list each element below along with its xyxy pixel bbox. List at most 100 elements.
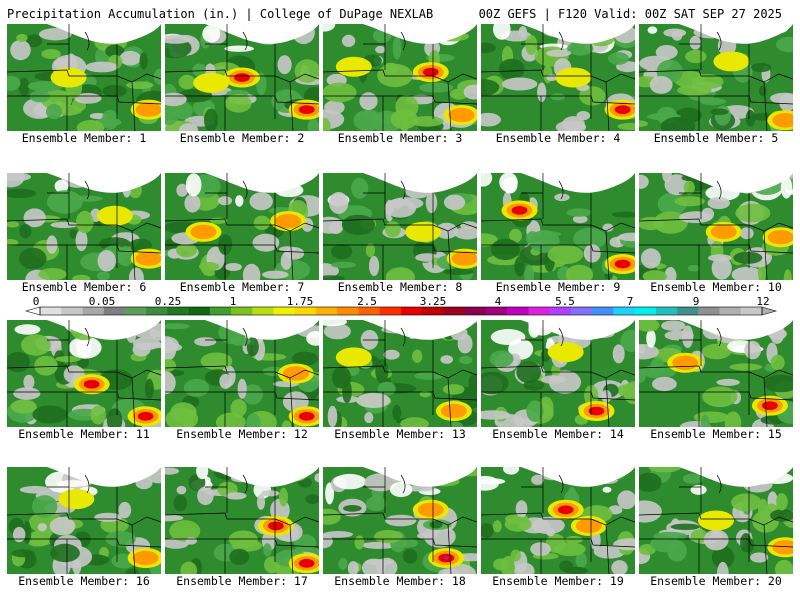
ensemble-member-panel: Ensemble Member: 3 <box>323 24 477 145</box>
precip-contour <box>502 77 538 91</box>
precip-contour <box>323 275 345 280</box>
precip-contour <box>700 414 710 427</box>
precip-contour <box>10 399 37 414</box>
precip-contour <box>525 35 538 55</box>
state-border <box>242 31 248 51</box>
precip-contour <box>565 264 594 280</box>
heavy-precip-area <box>713 51 750 72</box>
precip-contour <box>307 118 319 131</box>
precip-contour <box>341 34 356 47</box>
ensemble-member-panel: Ensemble Member: 8 <box>323 173 477 294</box>
precip-contour <box>55 356 81 363</box>
ensemble-member-panel: Ensemble Member: 18 <box>323 467 477 588</box>
precip-contour <box>225 94 252 113</box>
colorbar-swatch <box>337 307 359 315</box>
precip-contour <box>7 239 19 246</box>
precip-contour <box>481 112 501 127</box>
precip-contour <box>38 268 67 280</box>
ensemble-member-label: Ensemble Member: 4 <box>495 131 621 145</box>
precip-contour <box>583 244 601 263</box>
ensemble-member-label: Ensemble Member: 15 <box>650 427 782 441</box>
precip-contour <box>390 109 418 130</box>
colorbar-swatch <box>592 307 614 315</box>
precip-map <box>323 320 477 427</box>
precip-contour <box>359 92 378 111</box>
precip-map <box>165 467 319 574</box>
colorbar-tick-label: 1.75 <box>286 295 314 308</box>
precip-contour <box>145 378 154 400</box>
ensemble-member-label: Ensemble Member: 18 <box>334 574 466 588</box>
heavy-precip-area <box>672 355 699 370</box>
precip-contour <box>514 256 525 277</box>
precip-contour <box>593 545 626 559</box>
precip-contour <box>41 49 61 59</box>
precip-contour <box>7 221 20 228</box>
precip-map <box>323 24 477 131</box>
state-border <box>605 377 610 427</box>
precip-contour <box>69 229 78 239</box>
precip-contour <box>417 532 438 540</box>
dry-region <box>205 320 319 340</box>
state-border <box>7 391 161 401</box>
precip-contour <box>332 366 351 389</box>
precip-contour <box>46 103 62 120</box>
heavy-precip-area <box>335 347 372 368</box>
precip-contour <box>566 208 592 217</box>
precip-contour <box>402 548 418 564</box>
heavy-precip-area <box>96 205 133 226</box>
precip-contour <box>229 548 250 565</box>
state-border <box>605 230 610 280</box>
heavy-precip-area <box>335 56 372 77</box>
state-border <box>432 73 477 83</box>
precip-contour <box>76 210 94 234</box>
precip-contour <box>481 523 494 538</box>
precip-contour <box>228 530 258 549</box>
dry-region <box>679 320 793 340</box>
precip-contour <box>664 267 677 280</box>
ensemble-member-label: Ensemble Member: 2 <box>179 131 305 145</box>
state-border <box>716 180 722 200</box>
precip-map <box>7 173 161 280</box>
precip-contour <box>419 82 454 93</box>
precip-contour <box>481 478 506 485</box>
precip-contour <box>575 552 587 569</box>
precip-contour <box>235 195 244 207</box>
precip-contour <box>323 508 341 525</box>
precip-contour <box>176 183 188 197</box>
precip-contour <box>649 467 681 473</box>
precip-contour <box>263 543 272 557</box>
precip-contour <box>639 344 659 360</box>
precip-contour <box>783 269 792 280</box>
ensemble-member-label: Ensemble Member: 19 <box>492 574 624 588</box>
state-border <box>558 474 564 494</box>
precip-contour <box>314 473 319 483</box>
precip-contour <box>639 320 660 332</box>
precip-contour <box>410 116 444 127</box>
precip-contour <box>13 526 26 543</box>
precip-contour <box>323 323 351 340</box>
colorbar-swatch <box>40 307 62 315</box>
precip-contour <box>780 176 793 199</box>
precip-contour <box>438 568 461 574</box>
state-border <box>131 81 136 131</box>
ensemble-member-label: Ensemble Member: 20 <box>650 574 782 588</box>
precip-contour <box>617 122 635 130</box>
precip-contour <box>572 215 588 224</box>
heavy-precip-area <box>772 113 793 128</box>
heavy-precip-area <box>193 72 230 93</box>
state-border <box>590 516 635 526</box>
precip-contour <box>377 63 413 88</box>
precip-contour <box>75 229 88 252</box>
precip-contour <box>277 55 292 75</box>
precip-contour <box>132 342 151 357</box>
state-border <box>639 95 793 105</box>
ensemble-member-label: Ensemble Member: 12 <box>176 427 308 441</box>
colorbar-swatch <box>82 307 105 315</box>
precip-contour <box>716 561 729 574</box>
precip-contour <box>770 92 793 104</box>
precip-contour <box>256 494 266 510</box>
dry-region <box>363 173 477 193</box>
precip-contour <box>21 334 51 356</box>
precip-contour <box>262 270 289 279</box>
state-border <box>131 230 136 280</box>
